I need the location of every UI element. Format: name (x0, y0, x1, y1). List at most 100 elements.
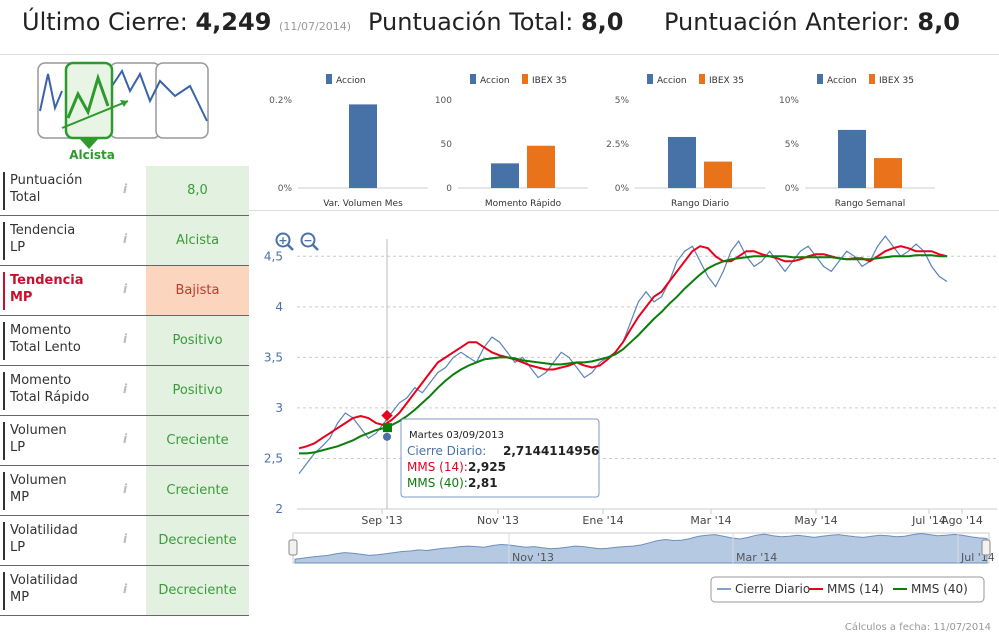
legend-swatch (817, 74, 823, 84)
indicator-label: Tendencia LP (3, 222, 118, 260)
x-tick-label: Nov '13 (477, 514, 519, 527)
last-close-label: Último Cierre: (22, 8, 188, 36)
info-icon[interactable]: i (122, 232, 128, 246)
indicator-sidebar: Alcista Puntuación Total i 8,0 Tendencia LP i A… (0, 56, 249, 616)
bar (838, 129, 866, 188)
legend-label: Accion (827, 76, 857, 86)
indicator-value: Positivo (146, 316, 249, 365)
info-icon[interactable]: i (122, 382, 128, 396)
legend-box (710, 576, 985, 603)
price-chart: + − 4,5 4 3,5 3 2,5 2 Sep '13 Nov '13 Ene '14 Mar '… (249, 210, 999, 620)
indicator-label: Volatilidad MP (3, 572, 118, 610)
indicator-label-line2: LP (10, 240, 26, 255)
series-line (299, 254, 947, 455)
navigator-handle[interactable] (288, 539, 298, 556)
y-tick-label: 4 (275, 300, 283, 314)
indicator-value: Creciente (146, 466, 249, 515)
range-navigator[interactable]: Nov '13 Mar '14 Jul '14 (288, 532, 995, 564)
indicator-row: Tendencia MP i Bajista (0, 266, 249, 316)
zoom-in-icon[interactable]: + (275, 232, 294, 251)
bar (704, 161, 732, 188)
legend-label: IBEX 35 (879, 76, 914, 86)
legend-label: Accion (336, 76, 366, 86)
info-icon[interactable]: i (122, 182, 128, 196)
zoom-out-icon-handle[interactable] (312, 244, 319, 251)
y-tick-label: 0% (615, 184, 630, 194)
y-tick-label: 0 (446, 184, 452, 194)
trend-panel-right (109, 62, 209, 139)
chart-title: Var. Volumen Mes (323, 199, 403, 209)
legend-swatch (699, 74, 705, 84)
mini-bar-chart: Accion IBEX 35 10% 5% 0% Rango Semanal (779, 74, 935, 209)
info-icon[interactable]: i (122, 582, 128, 596)
indicator-row: Tendencia LP i Alcista (0, 216, 249, 266)
indicator-label: Tendencia MP (3, 272, 118, 310)
zoom-in-icon-glyph: + (278, 234, 287, 247)
indicator-label-line1: Momento (10, 323, 72, 338)
hover-point-mms40 (383, 423, 392, 433)
x-tick-label: May '14 (794, 514, 837, 527)
bar (527, 145, 555, 188)
bar (668, 136, 696, 188)
indicator-label: Puntuación Total (3, 172, 118, 210)
indicator-label-line2: Total (10, 190, 41, 205)
y-tick-label: 10% (779, 96, 799, 106)
indicator-value: 8,0 (146, 166, 249, 215)
indicator-row: Volumen MP i Creciente (0, 466, 249, 516)
indicator-value: Bajista (146, 266, 249, 315)
legend-label: IBEX 35 (709, 76, 744, 86)
hover-point-close (383, 432, 391, 441)
indicator-label: Volatilidad LP (3, 522, 118, 560)
indicator-label-line1: Volumen (10, 473, 67, 488)
zoom-out-icon-lens[interactable] (300, 232, 316, 248)
x-tick-label: Ago '14 (941, 514, 983, 527)
indicator-row: Volatilidad MP i Decreciente (0, 566, 249, 616)
indicator-label-line1: Puntuación (10, 173, 83, 188)
mini-bar-chart: Accion 0.2% 0% Var. Volumen Mes (269, 74, 428, 209)
legend-swatch (470, 74, 476, 84)
indicator-label-line1: Volatilidad (10, 573, 78, 588)
legend-label: MMS (40) (911, 582, 968, 596)
zoom-in-icon-lens[interactable] (275, 232, 291, 248)
info-icon[interactable]: i (122, 432, 128, 446)
info-icon[interactable]: i (122, 282, 128, 296)
indicator-label-line1: Volumen (10, 423, 67, 438)
indicator-label-line1: Volatilidad (10, 523, 78, 538)
x-tick-label: Jul '14 (911, 514, 946, 527)
tooltip-value: 2,925 (468, 460, 506, 474)
tooltip-value: 2,81 (468, 476, 498, 490)
y-tick-label: 2 (275, 502, 283, 516)
indicator-value: Creciente (146, 416, 249, 465)
trend-card: Alcista (0, 56, 249, 166)
info-icon[interactable]: i (122, 532, 128, 546)
legend-label: Accion (657, 76, 687, 86)
navigator-handle[interactable] (981, 539, 991, 556)
hover-point-mms14 (381, 409, 393, 422)
indicator-label-line2: Total Rápido (10, 390, 90, 405)
tooltip-value: 2,7144114956 (503, 444, 599, 458)
info-icon[interactable]: i (122, 482, 128, 496)
indicator-label-line2: MP (10, 490, 30, 505)
indicator-value: Decreciente (146, 566, 249, 615)
total-score-label: Puntuación Total: (368, 8, 574, 36)
legend-label: Accion (480, 76, 510, 86)
y-tick-label: 3 (275, 401, 283, 415)
trend-panel-selected (64, 61, 114, 149)
y-tick-label: 0% (278, 184, 293, 194)
legend-swatch (647, 74, 653, 84)
legend-label: IBEX 35 (532, 76, 567, 86)
mini-bar-chart: Accion IBEX 35 100 50 0 Momento Rápido (435, 74, 588, 209)
trend-up-arrow-icon (61, 100, 129, 129)
zoom-in-icon-handle[interactable] (287, 244, 294, 251)
previous-score-value: 8,0 (917, 8, 960, 36)
y-tick-label: 5% (785, 140, 800, 150)
indicator-label: Volumen MP (3, 472, 118, 510)
indicator-label-line1: Tendencia (10, 273, 84, 288)
navigator-label: Mar '14 (736, 551, 777, 564)
zoom-out-icon[interactable]: − (300, 232, 319, 251)
navigator-label: Nov '13 (512, 551, 554, 564)
x-tick-label: Sep '13 (361, 514, 402, 527)
info-icon[interactable]: i (122, 332, 128, 346)
indicator-label-line2: LP (10, 440, 26, 455)
y-tick-label: 4,5 (264, 249, 283, 263)
